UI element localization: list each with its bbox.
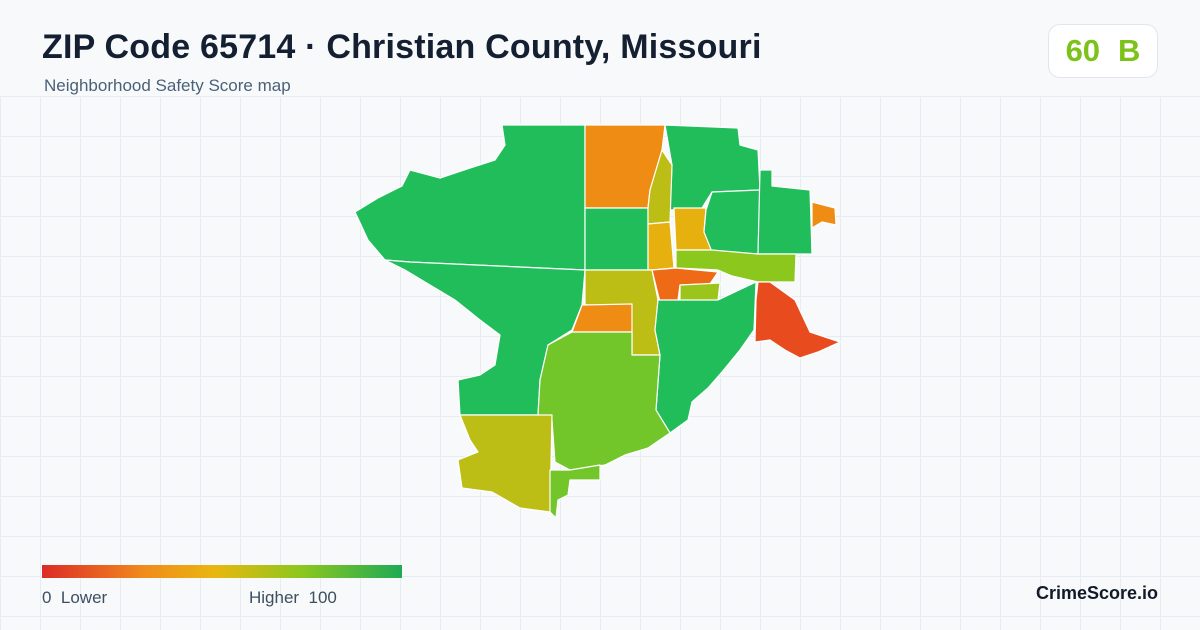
legend-min-label: 0 Lower bbox=[42, 588, 107, 608]
map-region-northwest[interactable] bbox=[355, 125, 585, 270]
score-grade: B bbox=[1118, 33, 1140, 69]
map-region-south-strip[interactable] bbox=[550, 465, 600, 518]
score-value: 60 bbox=[1066, 33, 1100, 69]
map-region-east-central[interactable] bbox=[655, 282, 756, 433]
page-title: ZIP Code 65714 · Christian County, Misso… bbox=[42, 28, 762, 67]
map-region-center-north[interactable] bbox=[585, 208, 648, 270]
map-region-southeast-red[interactable] bbox=[755, 282, 840, 358]
legend-gradient-bar bbox=[42, 565, 402, 578]
score-badge: 60 B bbox=[1048, 24, 1158, 78]
map-regions bbox=[355, 125, 840, 518]
legend-max-label: Higher 100 bbox=[249, 588, 337, 608]
map-region-east-edge[interactable] bbox=[812, 202, 836, 228]
map-region-southwest[interactable] bbox=[458, 415, 552, 512]
page-subtitle: Neighborhood Safety Score map bbox=[44, 76, 291, 96]
map-region-far-northeast[interactable] bbox=[758, 170, 812, 254]
map-region-east-upper[interactable] bbox=[704, 190, 760, 254]
brand-logo-text[interactable]: CrimeScore.io bbox=[1036, 583, 1158, 604]
map-region-center-orange[interactable] bbox=[572, 304, 632, 332]
map-region-central-light[interactable] bbox=[680, 283, 720, 302]
map-region-corridor-lower[interactable] bbox=[648, 222, 674, 270]
